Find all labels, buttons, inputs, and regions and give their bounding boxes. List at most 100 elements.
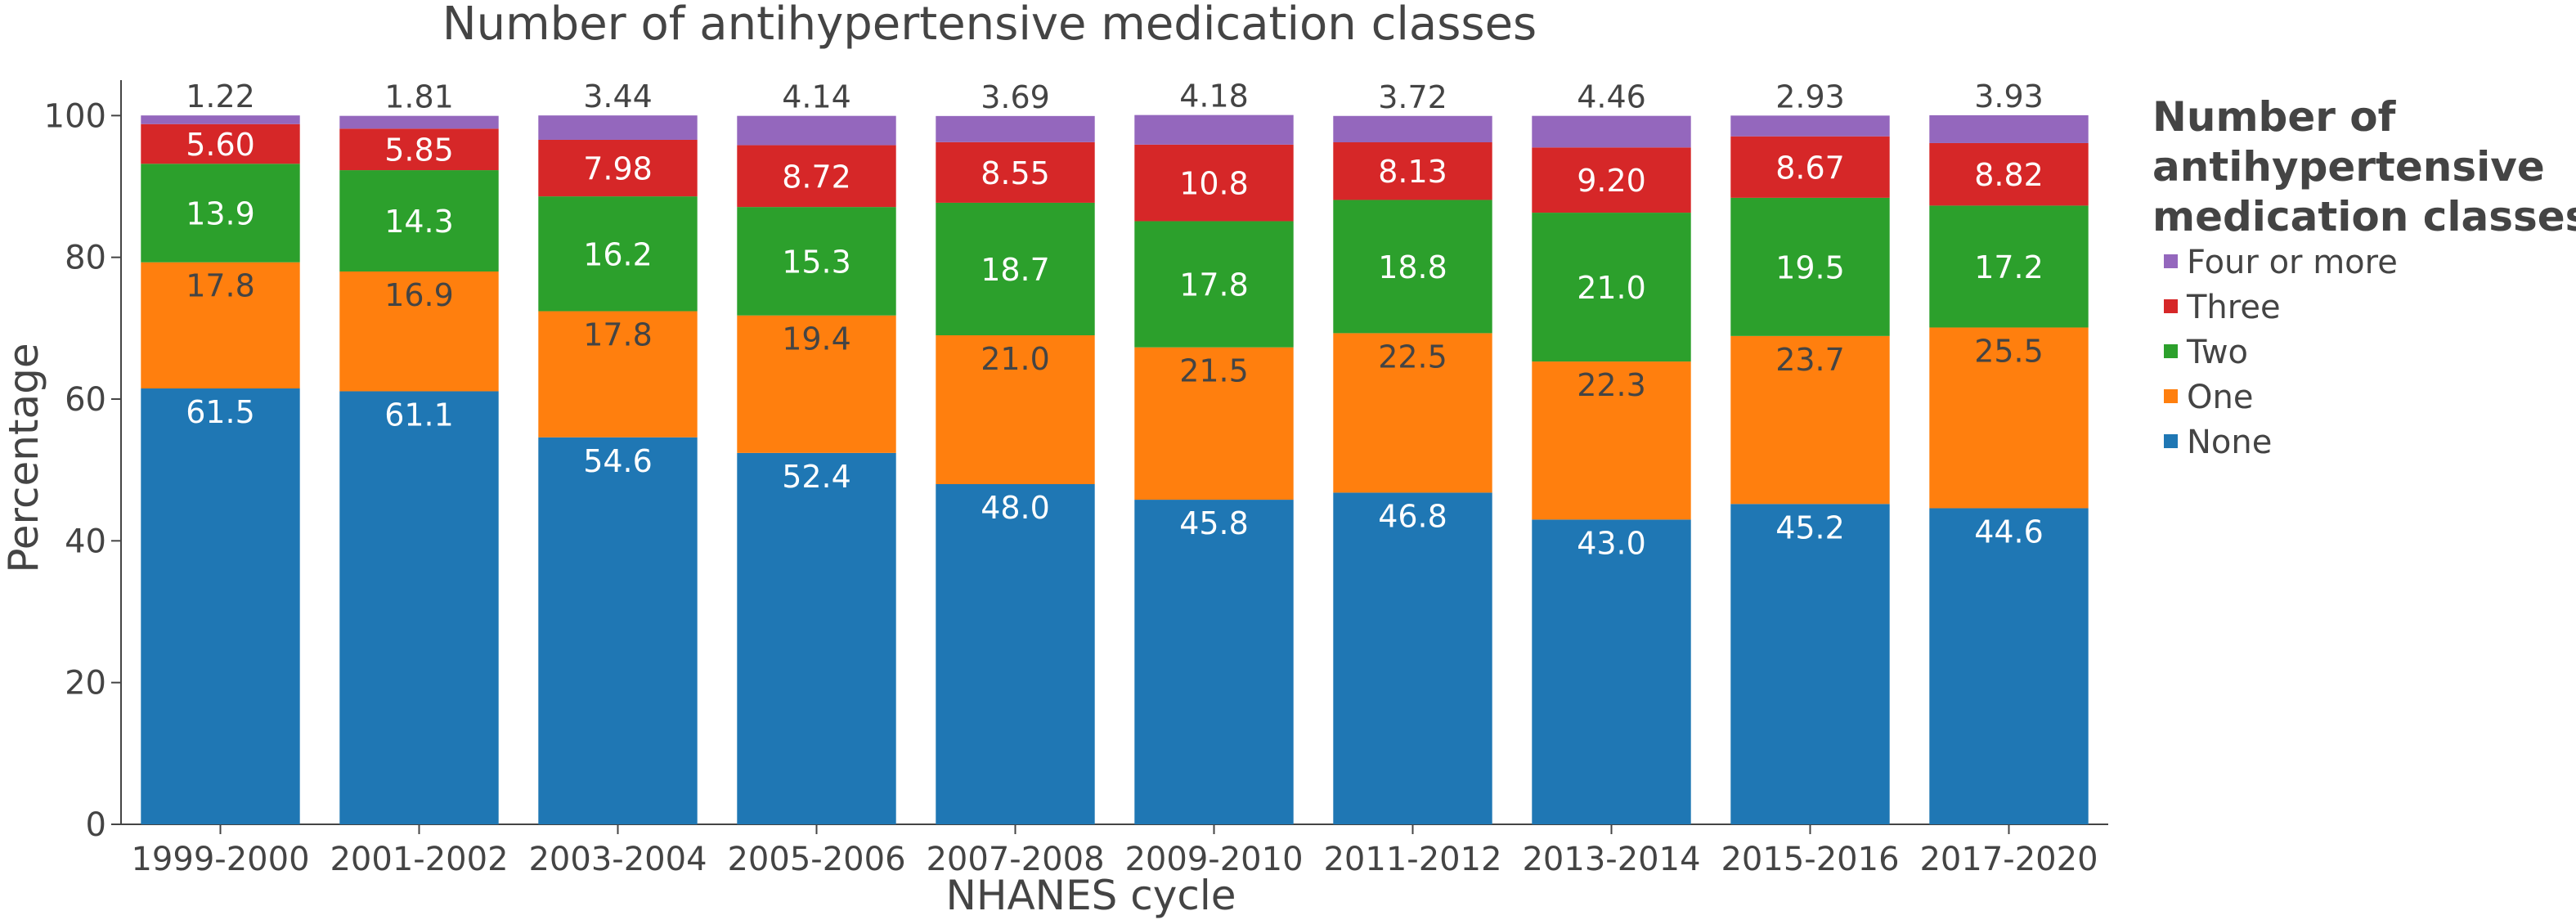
data-label: 48.0 bbox=[981, 490, 1050, 526]
bar-segment bbox=[737, 145, 896, 208]
bar-segment bbox=[1134, 114, 1294, 145]
bar-segment bbox=[1134, 221, 1294, 348]
bar-segment bbox=[1929, 327, 2089, 509]
bar-segment bbox=[1929, 205, 2089, 328]
data-label: 21.5 bbox=[1179, 353, 1249, 389]
bar-segment bbox=[1730, 136, 1890, 198]
legend-title: Number of bbox=[2152, 93, 2397, 141]
x-tick-label: 2015-2016 bbox=[1721, 841, 1899, 878]
legend-swatch bbox=[2164, 389, 2178, 403]
x-tick-label: 2001-2002 bbox=[330, 841, 508, 878]
x-tick-label: 2009-2010 bbox=[1124, 841, 1303, 878]
data-label: 8.82 bbox=[1974, 157, 2044, 193]
bar-segment bbox=[339, 128, 499, 171]
data-label: 22.5 bbox=[1378, 339, 1447, 375]
data-label: 43.0 bbox=[1577, 525, 1646, 561]
legend-entry: Two bbox=[2186, 334, 2248, 371]
data-label: 1.81 bbox=[384, 79, 454, 115]
data-label: 23.7 bbox=[1775, 342, 1845, 378]
data-label: 45.2 bbox=[1775, 509, 1845, 545]
y-tick-label: 60 bbox=[65, 381, 106, 419]
bar-segment bbox=[1134, 144, 1294, 222]
data-label: 46.8 bbox=[1378, 498, 1447, 534]
axes: 0 20 40 60 80 100 1999-2000 2001-2002 2003-2004 2… bbox=[44, 80, 2108, 878]
bar-segment bbox=[936, 484, 1095, 824]
data-label: 2.93 bbox=[1775, 79, 1845, 114]
legend-entry: None bbox=[2187, 424, 2272, 461]
bar-segment bbox=[1333, 142, 1492, 200]
data-label: 13.9 bbox=[186, 196, 255, 232]
data-label: 18.7 bbox=[981, 252, 1050, 288]
data-label: 14.3 bbox=[384, 204, 454, 240]
data-label: 15.3 bbox=[782, 244, 851, 280]
bar-segment bbox=[538, 139, 698, 197]
data-label: 61.5 bbox=[186, 394, 255, 430]
bar-segment bbox=[339, 170, 499, 272]
bar-segment bbox=[1730, 335, 1890, 505]
data-label: 18.8 bbox=[1378, 249, 1447, 285]
legend-title: antihypertensive bbox=[2152, 143, 2545, 191]
bar-segment bbox=[1532, 361, 1691, 520]
y-tick-label: 80 bbox=[65, 240, 106, 277]
bar-segment bbox=[1134, 500, 1294, 824]
data-label: 21.0 bbox=[981, 341, 1050, 377]
data-label: 3.69 bbox=[981, 79, 1050, 115]
bar-segment bbox=[1730, 115, 1890, 137]
legend-entry: Four or more bbox=[2187, 244, 2398, 281]
bar-segment bbox=[538, 115, 698, 140]
x-axis-title: NHANES cycle bbox=[945, 872, 1236, 919]
bar-segment bbox=[538, 437, 698, 824]
data-label: 8.67 bbox=[1775, 150, 1845, 186]
bar-segment bbox=[1929, 508, 2089, 824]
x-tick-label: 2005-2006 bbox=[727, 841, 905, 878]
legend-swatch bbox=[2164, 254, 2178, 268]
bar-segment bbox=[339, 272, 499, 392]
data-label: 54.6 bbox=[583, 443, 653, 479]
bar-segment bbox=[1532, 213, 1691, 362]
data-label: 16.2 bbox=[583, 236, 653, 272]
bar-segment bbox=[1134, 347, 1294, 500]
bar-segment bbox=[936, 335, 1095, 484]
data-label: 16.9 bbox=[384, 277, 454, 313]
data-label: 4.46 bbox=[1577, 79, 1646, 115]
bar-segment bbox=[141, 115, 300, 124]
y-tick-label: 0 bbox=[86, 806, 106, 844]
bar-segment bbox=[1333, 115, 1492, 143]
legend-entry: Three bbox=[2186, 289, 2281, 326]
bar-segment bbox=[737, 315, 896, 453]
y-tick-label: 20 bbox=[65, 665, 106, 702]
bar-segment bbox=[1532, 519, 1691, 824]
data-label: 8.13 bbox=[1378, 154, 1447, 190]
bar-segment bbox=[141, 388, 300, 824]
bar-segment bbox=[1929, 142, 2089, 206]
bar-segment bbox=[1929, 114, 2089, 143]
bar-segment bbox=[1333, 200, 1492, 334]
data-label: 17.2 bbox=[1974, 249, 2044, 285]
bar-segment bbox=[1333, 492, 1492, 824]
legend-swatch bbox=[2164, 299, 2178, 313]
data-label: 45.8 bbox=[1179, 505, 1249, 541]
x-tick-label: 2017-2020 bbox=[1919, 841, 2098, 878]
data-label: 4.18 bbox=[1179, 79, 1249, 114]
data-label: 25.5 bbox=[1974, 333, 2044, 369]
data-label: 22.3 bbox=[1577, 367, 1646, 403]
data-label: 21.0 bbox=[1577, 270, 1646, 306]
data-label: 9.20 bbox=[1577, 163, 1646, 199]
x-tick-label: 2007-2008 bbox=[926, 841, 1104, 878]
data-label: 8.55 bbox=[981, 155, 1050, 191]
data-label: 4.14 bbox=[782, 79, 851, 115]
data-label: 52.4 bbox=[782, 459, 851, 495]
bars: 61.5 17.8 13.9 5.60 1.22 61.1 16.9 14.3 5.85 1.81… bbox=[141, 79, 2089, 824]
y-tick-label: 40 bbox=[65, 523, 106, 560]
bar-segment bbox=[936, 115, 1095, 142]
data-label: 7.98 bbox=[583, 151, 653, 187]
chart-title: Number of antihypertensive medication cl… bbox=[442, 0, 1537, 51]
bar-segment bbox=[737, 115, 896, 146]
legend-title: medication classes bbox=[2152, 193, 2576, 240]
legend-entry: One bbox=[2187, 379, 2253, 416]
bar-segment bbox=[339, 391, 499, 824]
data-label: 19.5 bbox=[1775, 249, 1845, 285]
data-label: 17.8 bbox=[186, 268, 255, 304]
